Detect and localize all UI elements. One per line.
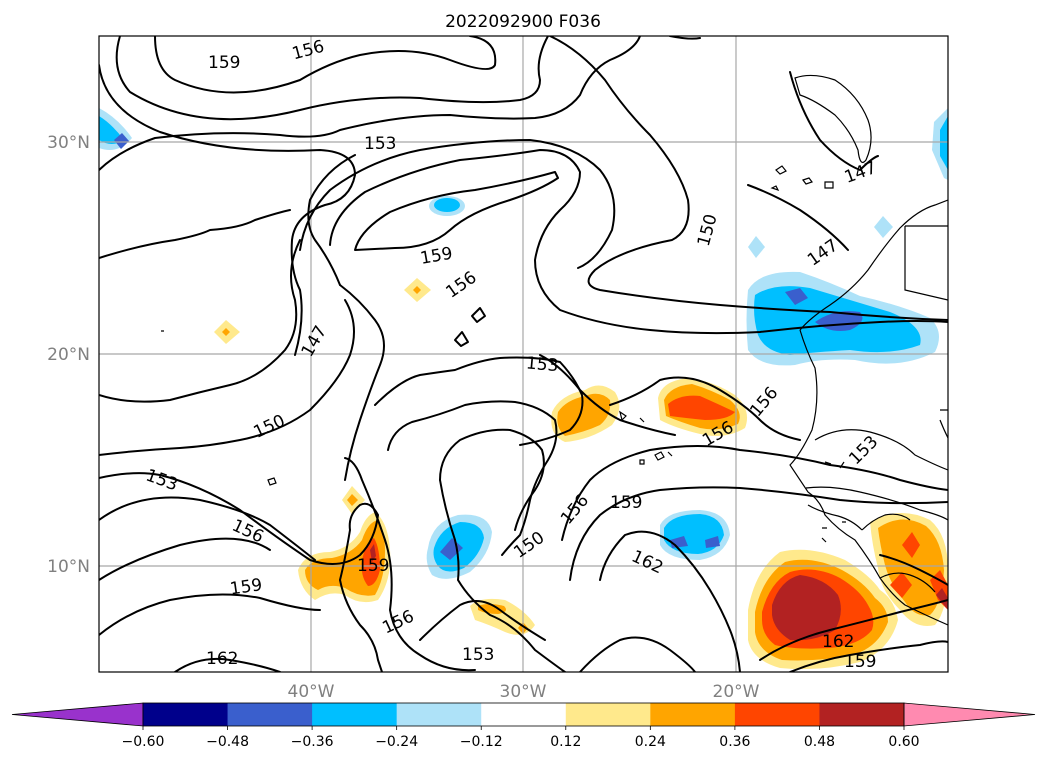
lat-lon-gridlines (99, 36, 948, 672)
contour-label: 159 (229, 575, 264, 599)
map-frame (98, 35, 949, 673)
figure-title: 2022092900 F036 (445, 12, 601, 32)
lon-label-20w: 20°W (713, 682, 760, 702)
colorbar-tick-label: 0.24 (635, 734, 666, 750)
colorbar-tick-label: 0.60 (888, 734, 919, 750)
height-contours (99, 36, 948, 672)
colorbar-tick-label: −0.48 (206, 734, 249, 750)
colorbar-extend-low (11, 702, 144, 727)
colorbar-frame (142, 702, 905, 727)
colorbar-segment (565, 703, 651, 726)
colorbar-tick-label: 0.36 (719, 734, 750, 750)
map-panel: 159 156 153 159 156 150 147 147 147 150 … (99, 36, 948, 672)
colorbar-segment (143, 703, 229, 726)
colorbar-tick-label: −0.24 (375, 734, 418, 750)
lon-label-40w: 40°W (288, 682, 335, 702)
contour-label: 159 (844, 652, 876, 672)
contour-label: 162 (206, 649, 238, 669)
colorbar-segment (481, 703, 567, 726)
lat-label-30n: 30°N (47, 133, 90, 153)
contour-label: 153 (462, 645, 494, 665)
colorbar-segment (734, 703, 820, 726)
lon-label-30w: 30°W (500, 682, 547, 702)
lat-label-20n: 20°N (47, 345, 90, 365)
colorbar-segment (650, 703, 736, 726)
colorbar-segment (819, 703, 905, 726)
colorbar-tick-label: 0.48 (804, 734, 835, 750)
colorbar-tick-label: −0.36 (291, 734, 334, 750)
longitude-labels: 40°W 30°W 20°W (288, 682, 760, 702)
colorbar-tick-label: 0.12 (550, 734, 581, 750)
colorbar-extend-high (903, 702, 1036, 727)
colorbar-tick-label: −0.60 (122, 734, 165, 750)
colorbar-tick-label: −0.12 (460, 734, 503, 750)
contour-label: 153 (525, 353, 559, 376)
contour-label: 159 (357, 556, 389, 576)
contour-label: 162 (822, 632, 854, 652)
colorbar: −0.60 −0.48 −0.36 −0.24 −0.12 0.12 0.24 0.36 0.4… (11, 702, 1036, 750)
contour-label: 159 (208, 53, 240, 73)
lat-label-10n: 10°N (47, 557, 90, 577)
contour-label: 159 (610, 493, 642, 513)
latitude-labels: 30°N 20°N 10°N (47, 133, 90, 577)
contour-label: 153 (364, 134, 396, 154)
anomaly-shading (99, 108, 948, 670)
colorbar-segment (227, 703, 313, 726)
colorbar-segment (396, 703, 482, 726)
coastlines (161, 74, 948, 626)
colorbar-segment (312, 703, 398, 726)
